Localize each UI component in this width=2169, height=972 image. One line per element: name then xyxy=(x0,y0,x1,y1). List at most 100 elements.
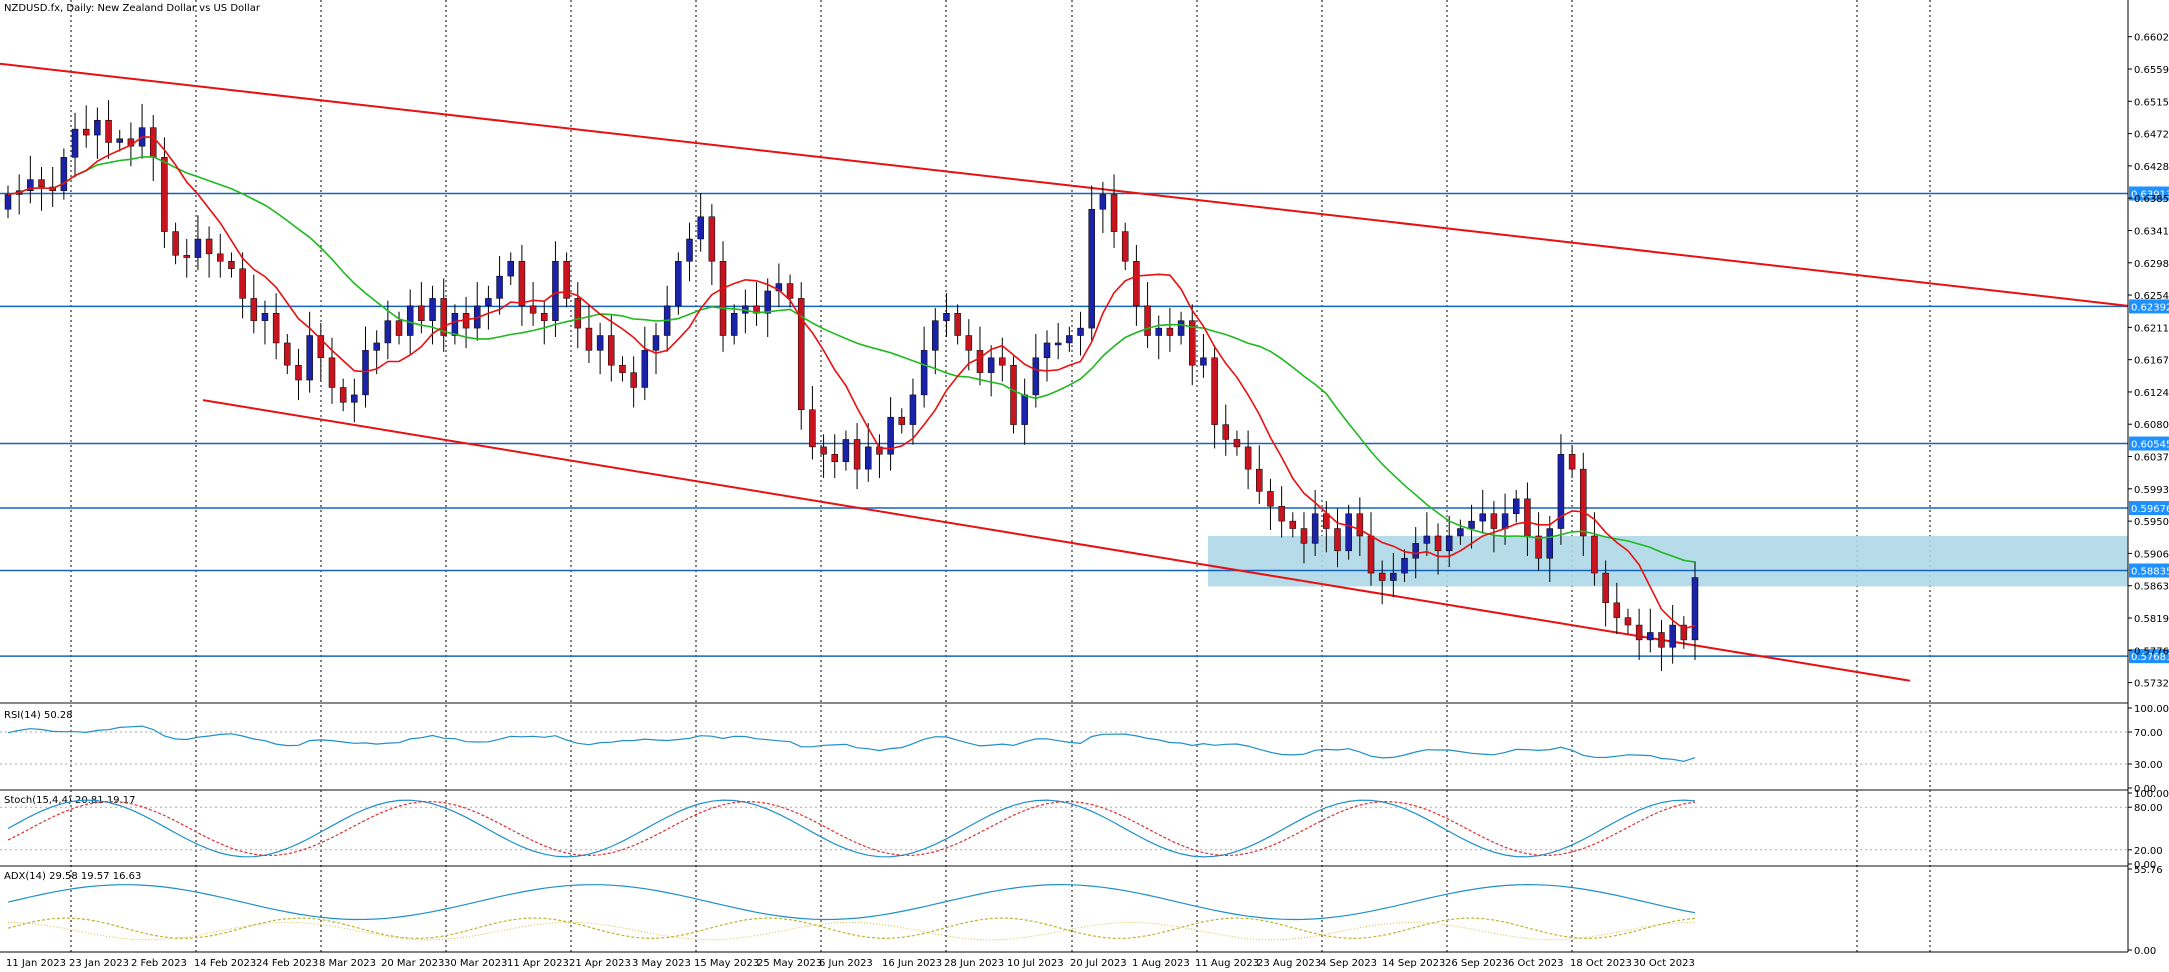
candle-body xyxy=(797,298,805,411)
candle-body xyxy=(306,335,313,381)
candle-body xyxy=(563,261,570,299)
candle-body xyxy=(1356,513,1364,537)
candle-body xyxy=(518,261,526,307)
candle-body xyxy=(295,364,302,381)
level-price-label: 0.58835 xyxy=(2131,566,2169,577)
channel-trendlines[interactable] xyxy=(0,62,2129,682)
candle-body xyxy=(284,342,291,366)
indicator-main-line xyxy=(7,883,1696,921)
price-tick-label: 0.57325 xyxy=(2134,679,2169,690)
date-label: 28 Jun 2023 xyxy=(944,958,1004,969)
candle-body xyxy=(585,327,593,351)
candle-body xyxy=(1546,528,1554,559)
candle-body xyxy=(228,261,235,269)
candle-body xyxy=(1066,335,1073,344)
candle-body xyxy=(1457,528,1464,537)
candle-body xyxy=(406,305,414,336)
date-label: 15 May 2023 xyxy=(694,958,759,969)
level-price-label: 0.62392 xyxy=(2131,302,2169,313)
candle-body xyxy=(943,312,950,321)
price-tick-label: 0.60805 xyxy=(2134,420,2169,431)
date-label: 11 Jan 2023 xyxy=(6,958,66,969)
candle-body xyxy=(1658,632,1665,648)
date-label: 6 Jun 2023 xyxy=(819,958,873,969)
candle-body xyxy=(853,439,861,470)
grid xyxy=(0,0,2128,952)
level-price-label: 0.63913 xyxy=(2131,189,2169,200)
date-label: 14 Feb 2023 xyxy=(194,958,256,969)
candle-body xyxy=(1278,506,1285,522)
candle-body xyxy=(529,305,537,314)
candle-body xyxy=(1412,543,1419,559)
candle-body xyxy=(954,312,961,336)
level-price-tag xyxy=(2129,299,2169,314)
candle-body xyxy=(429,298,436,321)
candlesticks xyxy=(4,100,1699,672)
candle-body xyxy=(317,335,325,359)
candle-body xyxy=(1021,394,1028,425)
candle-body xyxy=(1647,632,1654,641)
level-price-label: 0.60545 xyxy=(2131,440,2169,451)
candle-body xyxy=(1468,520,1475,529)
candle-body xyxy=(4,194,12,210)
candle-body xyxy=(675,261,682,307)
candle-body xyxy=(351,394,358,403)
candle-body xyxy=(194,238,202,258)
candle-body xyxy=(1479,513,1486,522)
candle-body xyxy=(94,119,101,136)
candle-body xyxy=(1501,513,1509,529)
candle-body xyxy=(205,238,213,255)
candle-body xyxy=(38,179,45,188)
candle-body xyxy=(1043,342,1051,359)
candle-body xyxy=(1267,491,1274,507)
support-zone xyxy=(1208,535,2128,587)
candle-body xyxy=(105,119,112,143)
candle-body xyxy=(1390,572,1397,581)
candle-body xyxy=(1323,513,1330,529)
candle-body xyxy=(272,312,280,344)
candle-body xyxy=(1613,602,1621,618)
candle-body xyxy=(1635,624,1643,641)
price-tick-label: 0.62545 xyxy=(2134,291,2169,302)
indicator-tick-label: 70.00 xyxy=(2134,728,2163,739)
candle-body xyxy=(440,298,447,336)
candle-body xyxy=(1691,577,1699,641)
candle-body xyxy=(887,416,894,455)
candle-body xyxy=(1289,520,1297,529)
indicator-label: Stoch(15,4,4) 20.81 19.17 xyxy=(4,795,135,806)
candle-body xyxy=(1434,535,1442,552)
candle-body xyxy=(507,261,514,277)
indicator-tick-label: 100.00 xyxy=(2134,704,2169,715)
candle-body xyxy=(842,439,850,462)
date-label: 1 Aug 2023 xyxy=(1132,958,1190,969)
indicator-tick-label: 100.00 xyxy=(2134,789,2169,800)
candle-body xyxy=(574,298,582,329)
candle-body xyxy=(1490,513,1498,529)
candle-body xyxy=(630,372,637,388)
support-zone-rect xyxy=(1208,535,2128,587)
candle-body xyxy=(1177,320,1185,336)
candle-body xyxy=(1445,535,1453,552)
candle-body xyxy=(697,216,704,240)
indicator-tick-label: 0.00 xyxy=(2134,946,2156,957)
candle-body xyxy=(362,350,369,396)
date-label: 25 May 2023 xyxy=(757,958,822,969)
candle-body xyxy=(786,283,794,299)
date-label: 11 Apr 2023 xyxy=(507,958,569,969)
price-tick-label: 0.59935 xyxy=(2134,485,2169,496)
date-label: 16 Jun 2023 xyxy=(882,958,942,969)
candle-body xyxy=(1591,535,1598,574)
candle-body xyxy=(1054,342,1062,346)
date-label: 30 Oct 2023 xyxy=(1633,958,1695,969)
indicator-third-line xyxy=(7,921,1696,941)
candle-body xyxy=(1166,327,1174,336)
candle-body xyxy=(1155,327,1162,336)
indicator-label: RSI(14) 50.28 xyxy=(4,710,73,721)
horizontal-levels[interactable]: 0.63913 0.62392 0.60545 0.59676 0.58835 0.576… xyxy=(0,186,2169,664)
candle-body xyxy=(339,387,347,403)
level-price-tag xyxy=(2129,186,2169,201)
